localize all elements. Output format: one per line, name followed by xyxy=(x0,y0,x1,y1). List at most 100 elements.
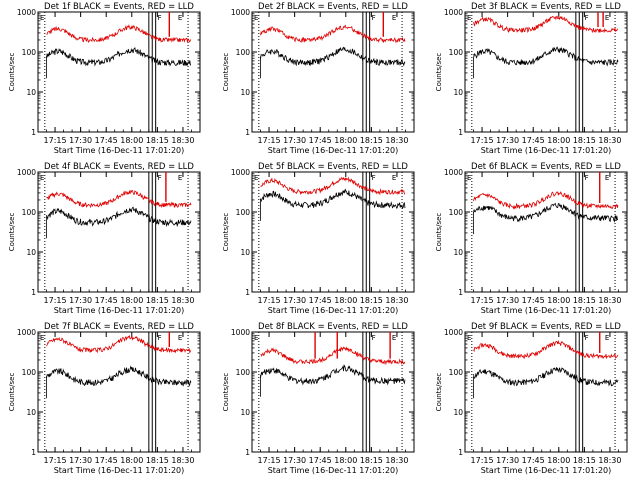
y-tick-label: 100 xyxy=(449,48,464,57)
x-axis-label: Start Time (16-Dec-11 17:01:20) xyxy=(481,466,612,475)
y-tick-label: 10 xyxy=(26,88,36,97)
x-tick-label: 17:15 xyxy=(471,296,494,305)
panel-9f: Det 9f BLACK = Events, RED = LLD 1 10 100 10… xyxy=(435,322,628,475)
y-tick-label: 1 xyxy=(245,448,250,457)
y-tick-label: 100 xyxy=(22,368,37,377)
y-tick-label: 1000 xyxy=(444,8,463,17)
x-tick-label: 17:15 xyxy=(44,296,67,305)
flag-left: E xyxy=(40,174,44,182)
flag-left: E xyxy=(40,14,44,22)
panel-title: Det 2f BLACK = Events, RED = LLD xyxy=(258,2,408,12)
plot-frame xyxy=(251,331,415,453)
flag-right-1: F xyxy=(372,334,376,342)
y-tick-label: 100 xyxy=(236,208,251,217)
x-tick-label: 18:30 xyxy=(171,456,194,465)
y-axis-label: Counts/sec xyxy=(435,53,443,92)
flag-right-2: E xyxy=(392,334,396,342)
events-series xyxy=(473,367,619,387)
x-tick-label: 18:15 xyxy=(146,296,169,305)
x-axis-label: Start Time (16-Dec-11 17:01:20) xyxy=(54,466,185,475)
x-tick-label: 18:30 xyxy=(598,296,621,305)
x-tick-label: 17:15 xyxy=(258,136,281,145)
flag-right-1: F xyxy=(372,174,376,182)
flag-left: E xyxy=(254,14,258,22)
y-tick-label: 1000 xyxy=(444,168,463,177)
flag-right-1: F xyxy=(158,334,162,342)
x-tick-label: 17:45 xyxy=(95,136,118,145)
lld-series xyxy=(260,346,406,366)
flag-left: E xyxy=(40,334,44,342)
y-tick-label: 1 xyxy=(458,288,463,297)
lld-series xyxy=(46,334,192,354)
x-tick-label: 18:15 xyxy=(360,136,383,145)
y-tick-label: 100 xyxy=(236,368,251,377)
x-tick-label: 18:30 xyxy=(385,136,408,145)
y-tick-label: 100 xyxy=(449,368,464,377)
x-tick-label: 18:00 xyxy=(120,136,143,145)
x-tick-label: 18:00 xyxy=(120,296,143,305)
panel-title: Det 5f BLACK = Events, RED = LLD xyxy=(258,162,408,172)
x-tick-label: 17:30 xyxy=(283,136,306,145)
events-series xyxy=(46,365,192,388)
x-tick-label: 17:30 xyxy=(496,296,519,305)
y-tick-label: 10 xyxy=(26,408,36,417)
y-tick-label: 10 xyxy=(453,248,463,257)
flag-right-2: E xyxy=(605,334,609,342)
x-axis-label: Start Time (16-Dec-11 17:01:20) xyxy=(268,306,399,315)
flag-right-2: E xyxy=(392,174,396,182)
plot-frame xyxy=(464,171,628,293)
x-tick-label: 18:00 xyxy=(547,136,570,145)
flag-right-1: F xyxy=(585,334,589,342)
plot-frame xyxy=(251,171,415,293)
y-tick-label: 10 xyxy=(453,88,463,97)
x-tick-label: 18:00 xyxy=(547,456,570,465)
panel-7f: Det 7f BLACK = Events, RED = LLD 1 10 100 10… xyxy=(8,322,201,475)
panel-title: Det 3f BLACK = Events, RED = LLD xyxy=(471,2,621,12)
x-tick-label: 18:15 xyxy=(146,456,169,465)
y-tick-label: 1 xyxy=(31,128,36,137)
x-tick-label: 18:00 xyxy=(120,456,143,465)
x-axis-label: Start Time (16-Dec-11 17:01:20) xyxy=(54,306,185,315)
lld-series xyxy=(473,191,619,210)
x-axis-label: Start Time (16-Dec-11 17:01:20) xyxy=(54,146,185,155)
y-axis-label: Counts/sec xyxy=(435,213,443,252)
panel-4f: Det 4f BLACK = Events, RED = LLD 1 10 100 10… xyxy=(8,162,201,315)
y-axis-label: Counts/sec xyxy=(222,373,230,412)
y-tick-label: 1 xyxy=(31,448,36,457)
panel-1f: Det 1f BLACK = Events, RED = LLD 1 10 100 10… xyxy=(8,2,201,155)
panel-2f: Det 2f BLACK = Events, RED = LLD 1 10 100 10… xyxy=(222,2,415,155)
x-tick-label: 18:15 xyxy=(360,296,383,305)
panel-title: Det 6f BLACK = Events, RED = LLD xyxy=(471,162,621,172)
lld-series xyxy=(46,189,192,209)
x-tick-label: 18:15 xyxy=(146,136,169,145)
x-tick-label: 18:30 xyxy=(171,136,194,145)
x-axis-label: Start Time (16-Dec-11 17:01:20) xyxy=(268,466,399,475)
plot-frame xyxy=(37,11,201,133)
flag-left: E xyxy=(467,14,471,22)
flag-right-1: F xyxy=(158,14,162,22)
x-tick-label: 18:15 xyxy=(360,456,383,465)
y-tick-label: 1 xyxy=(458,448,463,457)
x-tick-label: 17:45 xyxy=(95,296,118,305)
lld-series xyxy=(473,15,619,34)
plot-frame xyxy=(37,171,201,293)
flag-left: E xyxy=(467,334,471,342)
y-tick-label: 100 xyxy=(22,48,37,57)
y-tick-label: 100 xyxy=(236,48,251,57)
y-tick-label: 1000 xyxy=(231,168,250,177)
x-tick-label: 18:15 xyxy=(573,456,596,465)
x-tick-label: 17:30 xyxy=(283,456,306,465)
x-tick-label: 17:45 xyxy=(522,456,545,465)
x-tick-label: 17:30 xyxy=(69,296,92,305)
lld-series xyxy=(473,339,619,360)
x-tick-label: 18:30 xyxy=(171,296,194,305)
x-tick-label: 17:45 xyxy=(522,136,545,145)
events-series xyxy=(473,202,619,223)
y-tick-label: 1 xyxy=(458,128,463,137)
x-tick-label: 17:30 xyxy=(283,296,306,305)
flag-left: E xyxy=(254,334,258,342)
y-tick-label: 1000 xyxy=(17,328,36,337)
y-axis-label: Counts/sec xyxy=(8,53,16,92)
plot-frame xyxy=(464,331,628,453)
panel-title: Det 8f BLACK = Events, RED = LLD xyxy=(258,322,408,332)
